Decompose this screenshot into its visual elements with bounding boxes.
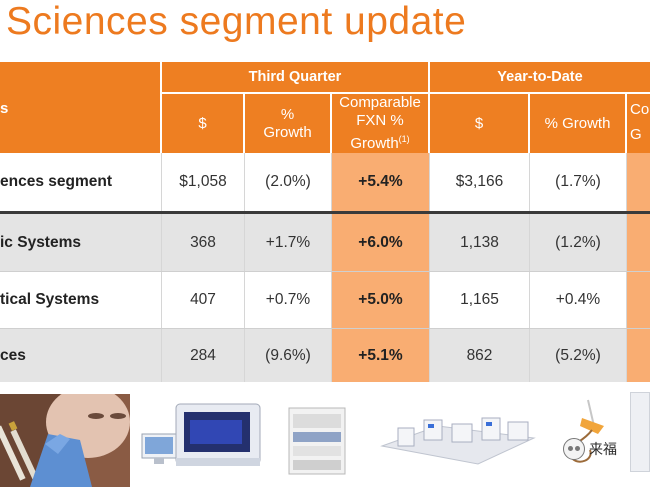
product-photo-strip bbox=[0, 384, 650, 487]
cell-q-comparable: +5.1% bbox=[332, 329, 430, 382]
cell-ytd-dollar: 862 bbox=[430, 329, 530, 382]
cell-q-dollar: 284 bbox=[162, 329, 245, 382]
subheader-ytd-comparable-cut: Co G bbox=[627, 92, 650, 153]
row-divider bbox=[0, 271, 650, 272]
subheader-q-growth: % Growth bbox=[245, 92, 332, 153]
cell-ytd-comparable-cut bbox=[627, 272, 650, 328]
scientist-photo bbox=[0, 394, 130, 487]
subheader-q-dollar: $ bbox=[162, 92, 245, 153]
group-header-year-to-date: Year-to-Date bbox=[430, 62, 650, 92]
photo-cutoff-right bbox=[630, 392, 650, 472]
cell-ytd-dollar: $3,166 bbox=[430, 153, 530, 211]
watermark-text: 来福 bbox=[589, 442, 617, 458]
subheader-q-comparable: Comparable FXN % Growth(1) bbox=[332, 92, 430, 153]
row-divider bbox=[0, 328, 650, 329]
slide-title: Sciences segment update bbox=[6, 0, 467, 43]
cell-q-growth: (9.6%) bbox=[245, 329, 332, 382]
analyzer-photo bbox=[288, 407, 346, 475]
cell-ytd-comparable-cut bbox=[627, 214, 650, 271]
cell-q-dollar: 368 bbox=[162, 214, 245, 271]
cell-ytd-growth: (5.2%) bbox=[530, 329, 627, 382]
footnote-marker: (1) bbox=[398, 134, 410, 144]
cell-ytd-dollar: 1,138 bbox=[430, 214, 530, 271]
cell-ytd-dollar: 1,165 bbox=[430, 272, 530, 328]
subheader-q-comparable-text: Comparable FXN % Growth bbox=[339, 94, 421, 152]
header-corner: s bbox=[0, 62, 162, 153]
watermark: 来福 bbox=[563, 438, 617, 460]
cell-q-dollar: $1,058 bbox=[162, 153, 245, 211]
subheader-cut-bottom: G bbox=[630, 125, 642, 143]
cell-q-growth: +0.7% bbox=[245, 272, 332, 328]
cell-ytd-comparable-cut bbox=[627, 153, 650, 211]
cell-q-growth: +1.7% bbox=[245, 214, 332, 271]
table-row-label: ences segment bbox=[0, 153, 162, 211]
results-table: s Third Quarter Year-to-Date $ % Growth … bbox=[0, 62, 650, 382]
cell-q-growth: (2.0%) bbox=[245, 153, 332, 211]
subheader-ytd-growth: % Growth bbox=[530, 92, 627, 153]
subheader-ytd-dollar: $ bbox=[430, 92, 530, 153]
header-corner-label: s bbox=[0, 100, 9, 117]
cell-ytd-comparable-cut bbox=[627, 329, 650, 382]
cell-q-comparable: +5.4% bbox=[332, 153, 430, 211]
subheader-cut-top: Co bbox=[630, 101, 650, 119]
cell-q-comparable: +6.0% bbox=[332, 214, 430, 271]
cell-q-comparable: +5.0% bbox=[332, 272, 430, 328]
lab-instrument-photo bbox=[141, 403, 261, 466]
table-row-label: tical Systems bbox=[0, 272, 162, 328]
cell-ytd-growth: (1.7%) bbox=[530, 153, 627, 211]
table-row-label: ic Systems bbox=[0, 214, 162, 271]
wechat-icon bbox=[563, 438, 585, 460]
group-header-third-quarter: Third Quarter bbox=[162, 62, 430, 92]
cell-q-dollar: 407 bbox=[162, 272, 245, 328]
cell-ytd-growth: (1.2%) bbox=[530, 214, 627, 271]
cell-ytd-growth: +0.4% bbox=[530, 272, 627, 328]
automation-line-photo bbox=[380, 417, 536, 465]
segment-divider bbox=[0, 211, 650, 214]
table-row-label: ces bbox=[0, 329, 162, 382]
row-bg bbox=[0, 153, 650, 211]
